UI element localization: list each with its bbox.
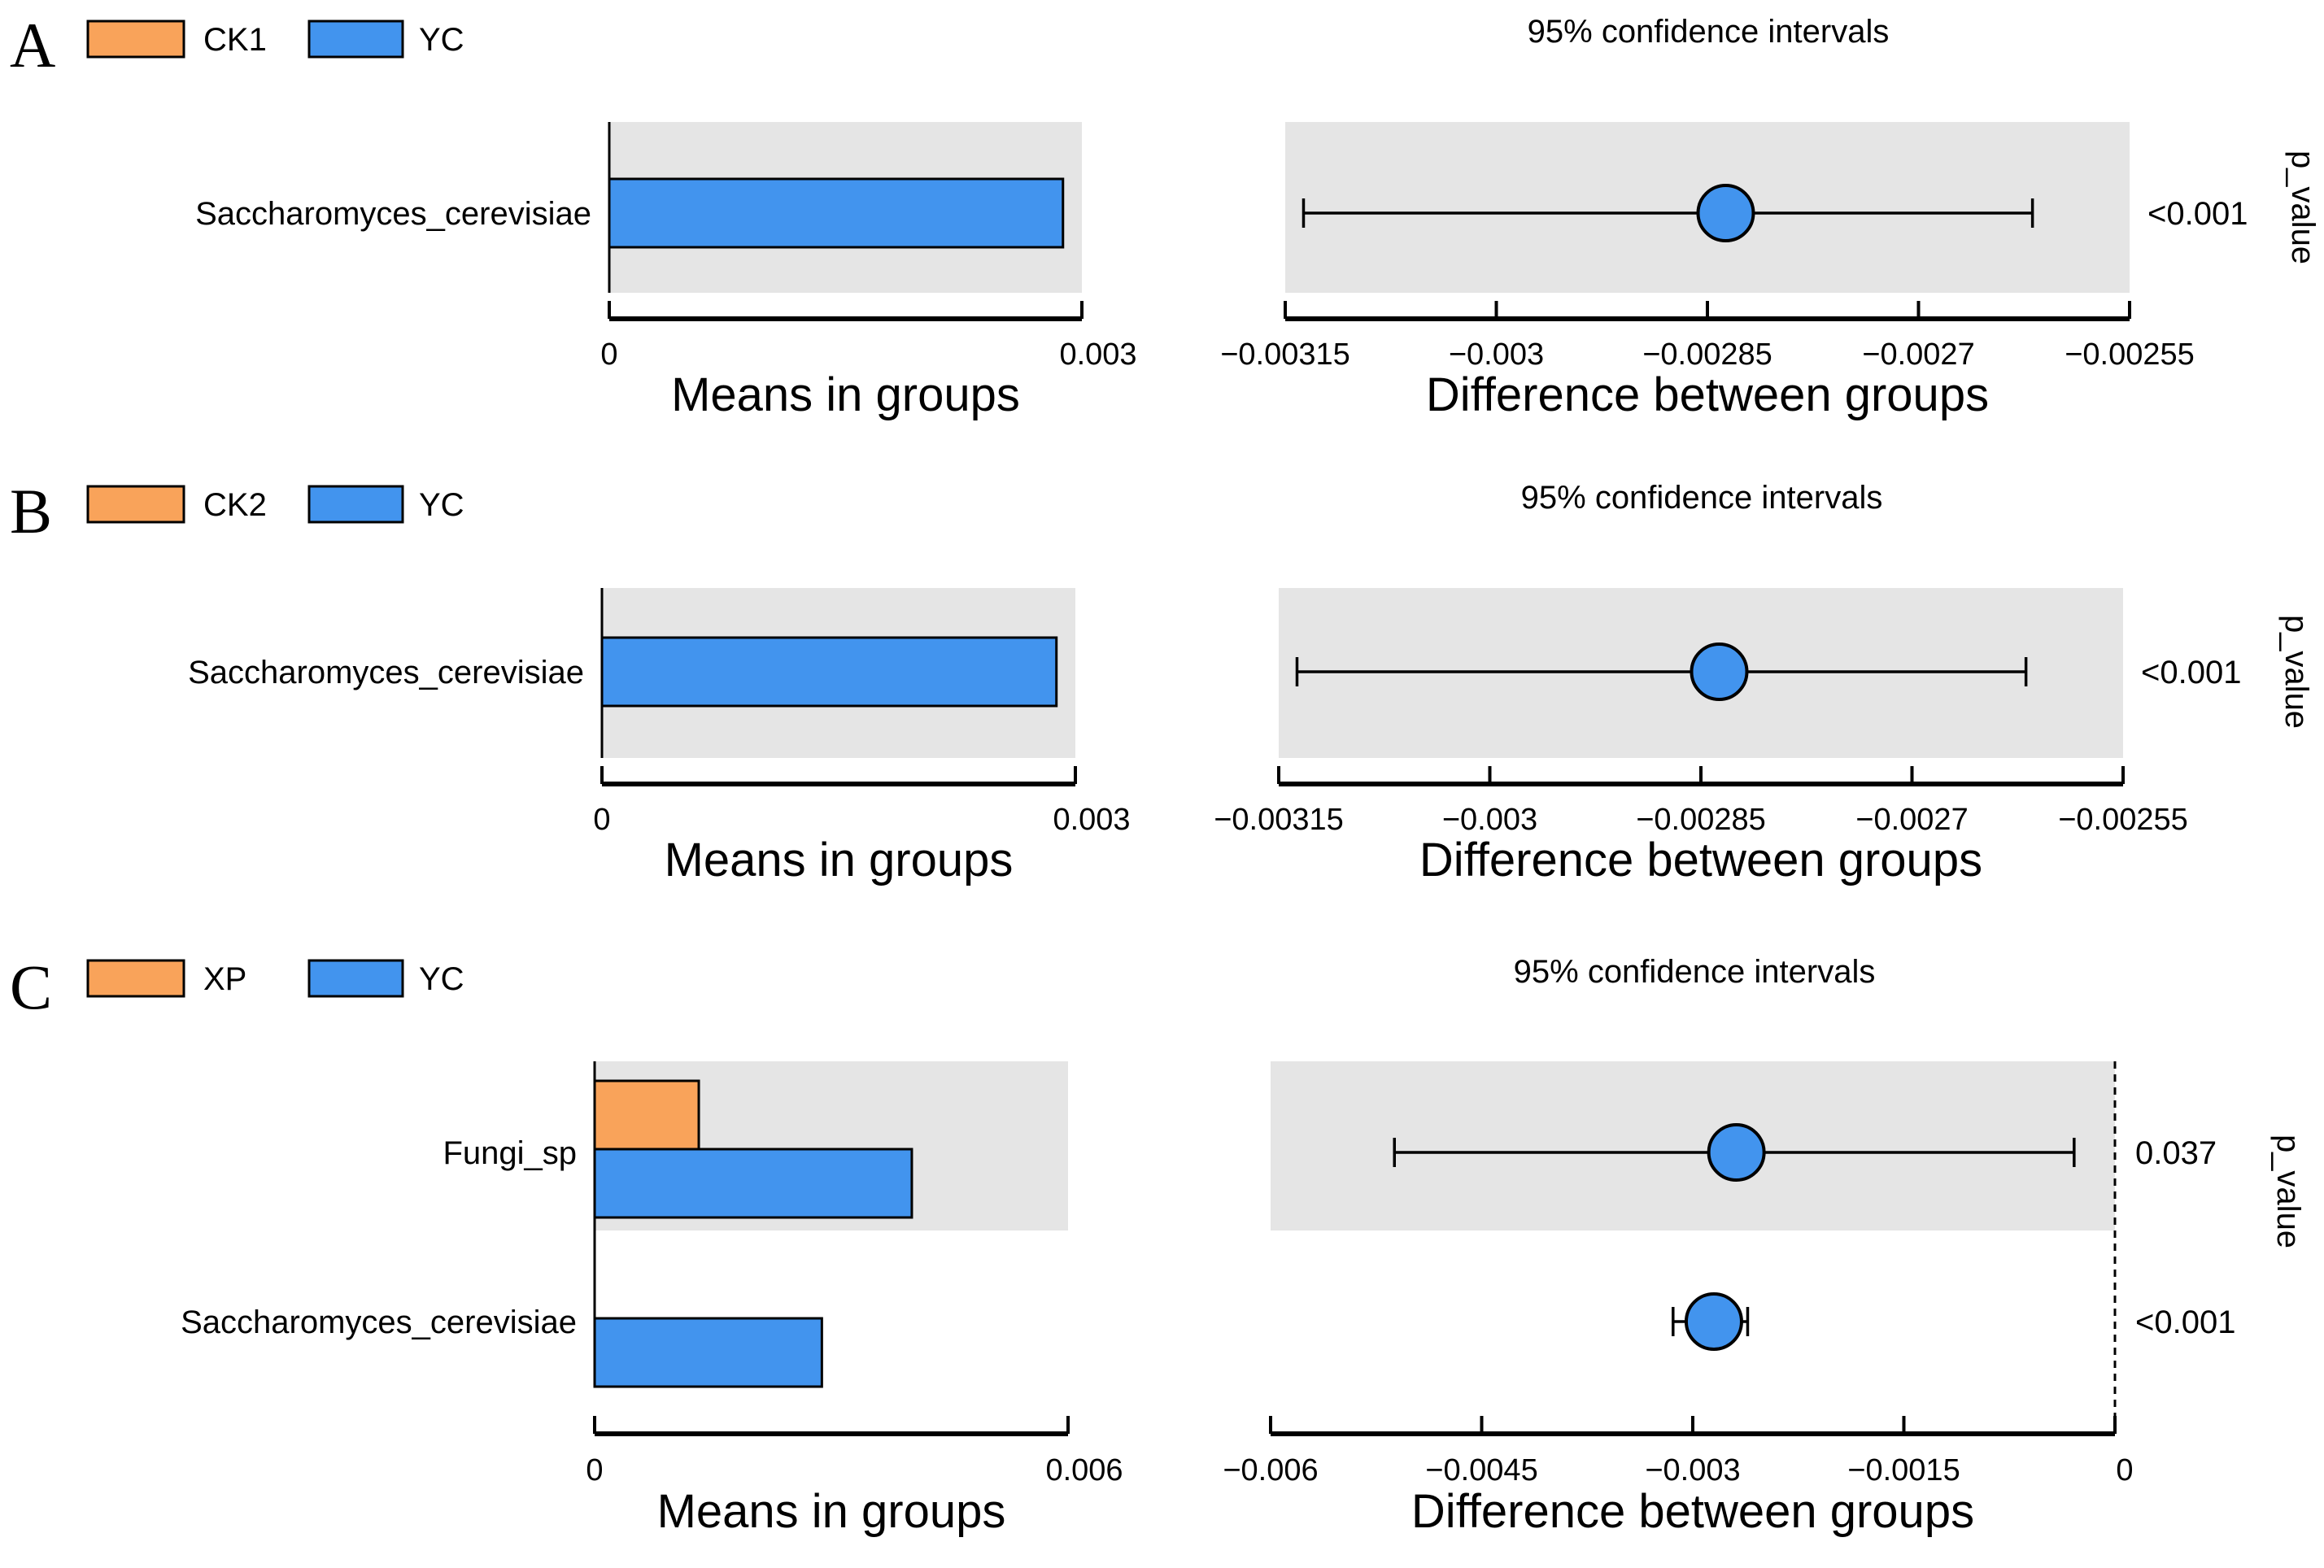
legend: CK1 YC (86, 20, 464, 59)
difference-estimate-point (1707, 1123, 1766, 1182)
difference-x-tick-label: −0.0045 (1425, 1453, 1537, 1487)
bar-x-axis-label: Means in groups (665, 834, 1014, 886)
p-value: <0.001 (2147, 196, 2248, 232)
bar-x-tick-label: 0.006 (1045, 1453, 1123, 1487)
bar-chart: Fungi_sp Saccharomyces_cerevisiae 0 0.006 Me… (181, 1061, 1123, 1538)
panel-c: C XP YC Fungi_sp Saccharomyces_cerevisiae 0 0.… (10, 952, 2306, 1538)
difference-x-tick-label: 0 (2116, 1453, 2133, 1487)
difference-x-axis-label: Difference between groups (1426, 368, 1989, 421)
bar-chart: Saccharomyces_cerevisiae 0 0.003 Means in g… (195, 122, 1137, 421)
legend-swatch-yc (307, 485, 404, 524)
difference-x-tick-label: −0.00255 (2065, 338, 2195, 372)
legend-label: YC (419, 487, 464, 523)
category-label: Saccharomyces_cerevisiae (195, 196, 591, 232)
legend-swatch-xp (86, 959, 185, 998)
bar-chart: Saccharomyces_cerevisiae 0 0.003 Means in g… (188, 588, 1131, 886)
bar-x-tick-label: 0.003 (1053, 803, 1130, 837)
bar-xp (593, 1079, 700, 1151)
legend-label: CK2 (203, 487, 267, 523)
category-label: Fungi_sp (443, 1135, 577, 1171)
difference-estimate-point (1684, 1292, 1743, 1351)
difference-x-tick-label: −0.00285 (1642, 338, 1772, 372)
difference-x-axis-label: Difference between groups (1419, 834, 1982, 886)
difference-x-tick-label: −0.006 (1223, 1453, 1318, 1487)
difference-chart-background (1271, 1061, 2115, 1230)
legend: CK2 YC (86, 485, 464, 524)
bar-x-tick-label: 0 (593, 803, 610, 837)
p-value-axis-label: p_value (2278, 615, 2314, 729)
difference-estimate-point (1696, 184, 1755, 242)
confidence-interval-title: 95% confidence intervals (1521, 480, 1883, 516)
legend-label: XP (203, 961, 246, 997)
bar-x-tick-label: 0.003 (1059, 338, 1136, 372)
legend-label: YC (419, 22, 464, 58)
difference-x-tick-label: −0.0027 (1862, 338, 1974, 372)
difference-x-tick-label: −0.0015 (1847, 1453, 1960, 1487)
p-value-axis-label: p_value (2285, 150, 2321, 264)
confidence-interval-title: 95% confidence intervals (1528, 14, 1890, 50)
legend-label: YC (419, 961, 464, 997)
p-values: <0.001 p_value (2141, 615, 2314, 729)
difference-x-tick-label: −0.00315 (1214, 803, 1344, 837)
category-label: Saccharomyces_cerevisiae (181, 1304, 577, 1340)
confidence-interval-title: 95% confidence intervals (1514, 954, 1876, 990)
bar-x-tick-label: 0 (586, 1453, 603, 1487)
difference-x-tick-label: −0.003 (1449, 338, 1544, 372)
difference-x-tick-label: −0.003 (1442, 803, 1537, 837)
panel-a: A CK1 YC Saccharomyces_cerevisiae 0 0.003 Mean… (10, 10, 2321, 421)
panel-label: C (10, 952, 52, 1022)
difference-chart: 95% confidence intervals −0.00315 −0.003 −0… (1220, 14, 2195, 421)
legend-swatch-yc (307, 959, 404, 998)
difference-x-tick-label: −0.00315 (1220, 338, 1350, 372)
difference-chart: 95% confidence intervals −0.006 −0.0045 −0.… (1223, 954, 2133, 1538)
p-value-axis-label: p_value (2270, 1135, 2306, 1248)
p-value: 0.037 (2135, 1135, 2217, 1171)
difference-x-tick-label: −0.00285 (1636, 803, 1766, 837)
difference-chart: 95% confidence intervals −0.00315 −0.003 −0… (1214, 480, 2188, 886)
legend-label: CK1 (203, 22, 267, 58)
difference-x-axis-label: Difference between groups (1411, 1485, 1974, 1538)
p-value: <0.001 (2135, 1304, 2235, 1340)
legend-swatch-yc (307, 20, 404, 59)
bar-x-tick-label: 0 (600, 338, 617, 372)
bar-yc (600, 636, 1058, 708)
category-label: Saccharomyces_cerevisiae (188, 655, 584, 690)
legend-swatch-ck1 (86, 20, 185, 59)
bar-yc (593, 1148, 913, 1219)
difference-estimate-point (1690, 642, 1749, 701)
p-values: 0.037 <0.001 p_value (2135, 1135, 2306, 1340)
p-value: <0.001 (2141, 655, 2241, 690)
difference-x-tick-label: −0.0027 (1855, 803, 1968, 837)
panel-label: B (10, 476, 52, 547)
difference-x-tick-label: −0.003 (1645, 1453, 1740, 1487)
panel-label: A (10, 10, 55, 81)
panel-b: B CK2 YC Saccharomyces_cerevisiae 0 0.003 Mean… (10, 476, 2314, 886)
p-values: <0.001 p_value (2147, 150, 2321, 264)
legend: XP YC (86, 959, 464, 998)
bar-yc (608, 177, 1065, 249)
difference-x-tick-label: −0.00255 (2058, 803, 2188, 837)
bar-yc (593, 1317, 823, 1388)
bar-x-axis-label: Means in groups (657, 1485, 1006, 1538)
bar-x-axis-label: Means in groups (671, 368, 1020, 421)
legend-swatch-ck2 (86, 485, 185, 524)
